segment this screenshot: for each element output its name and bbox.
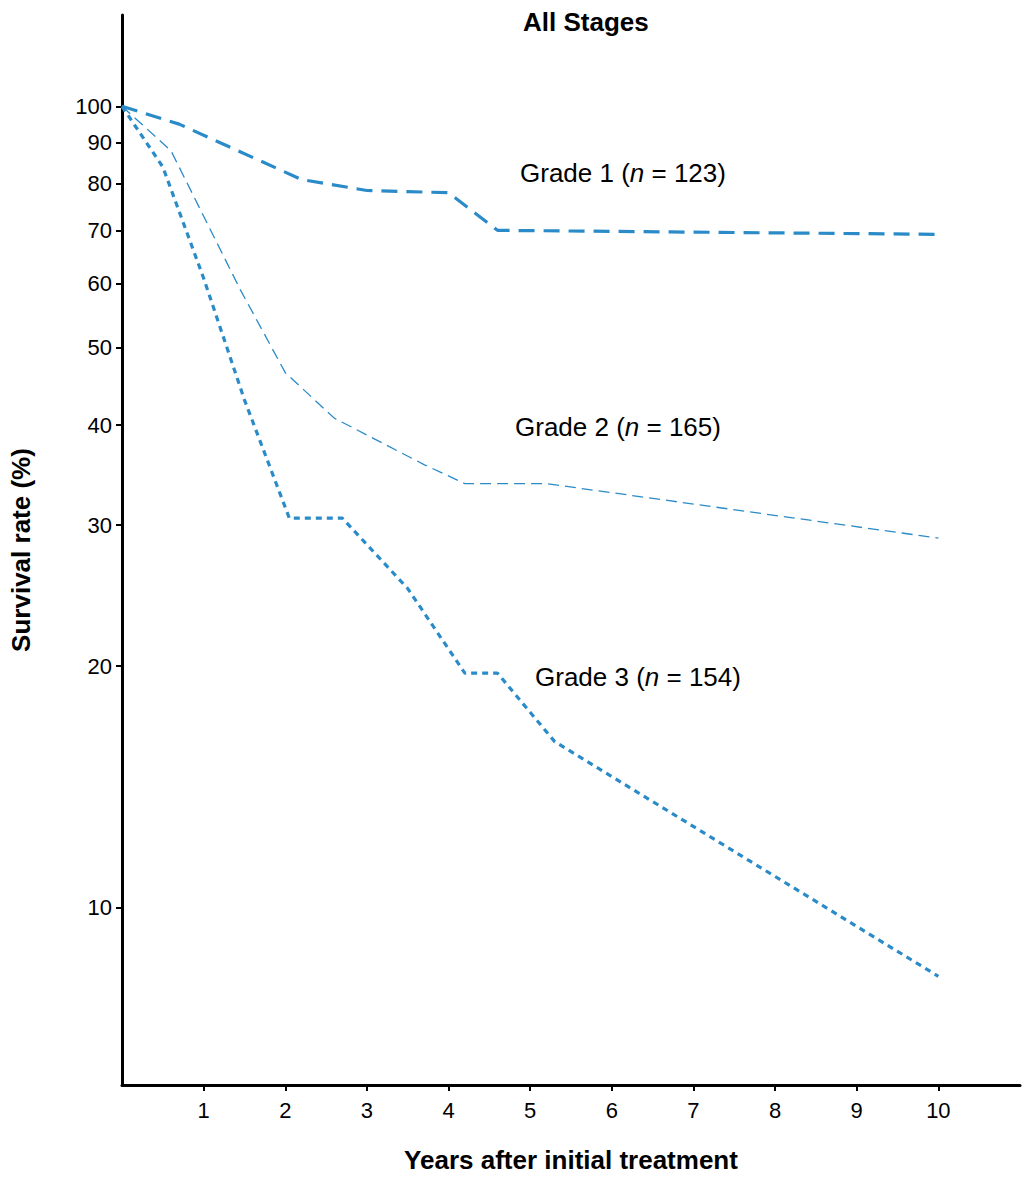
svg-text:All Stages: All Stages — [523, 7, 649, 37]
svg-text:10: 10 — [88, 895, 112, 920]
svg-text:90: 90 — [88, 130, 112, 155]
svg-text:4: 4 — [442, 1098, 454, 1123]
svg-text:6: 6 — [606, 1098, 618, 1123]
svg-text:70: 70 — [88, 218, 112, 243]
svg-text:30: 30 — [88, 513, 112, 538]
svg-text:60: 60 — [88, 271, 112, 296]
svg-text:80: 80 — [88, 171, 112, 196]
svg-text:= 154): = 154) — [659, 662, 741, 692]
svg-text:Grade 3 (: Grade 3 ( — [535, 662, 645, 692]
svg-text:n: n — [645, 662, 659, 692]
svg-text:7: 7 — [687, 1098, 699, 1123]
svg-text:50: 50 — [88, 335, 112, 360]
svg-text:5: 5 — [524, 1098, 536, 1123]
svg-text:8: 8 — [769, 1098, 781, 1123]
svg-text:2: 2 — [279, 1098, 291, 1123]
svg-text:20: 20 — [88, 654, 112, 679]
svg-text:Survival rate (%): Survival rate (%) — [6, 448, 36, 652]
svg-text:= 165): = 165) — [639, 412, 721, 442]
svg-text:Years after initial treatment: Years after initial treatment — [404, 1145, 738, 1175]
svg-text:Grade 2 (: Grade 2 ( — [515, 412, 625, 442]
svg-text:= 123): = 123) — [644, 158, 726, 188]
svg-text:1: 1 — [198, 1098, 210, 1123]
svg-text:9: 9 — [851, 1098, 863, 1123]
svg-text:10: 10 — [926, 1098, 950, 1123]
svg-text:n: n — [630, 158, 644, 188]
svg-text:100: 100 — [75, 94, 112, 119]
svg-text:n: n — [625, 412, 639, 442]
svg-text:Grade 1 (: Grade 1 ( — [520, 158, 630, 188]
svg-text:3: 3 — [361, 1098, 373, 1123]
svg-text:40: 40 — [88, 413, 112, 438]
